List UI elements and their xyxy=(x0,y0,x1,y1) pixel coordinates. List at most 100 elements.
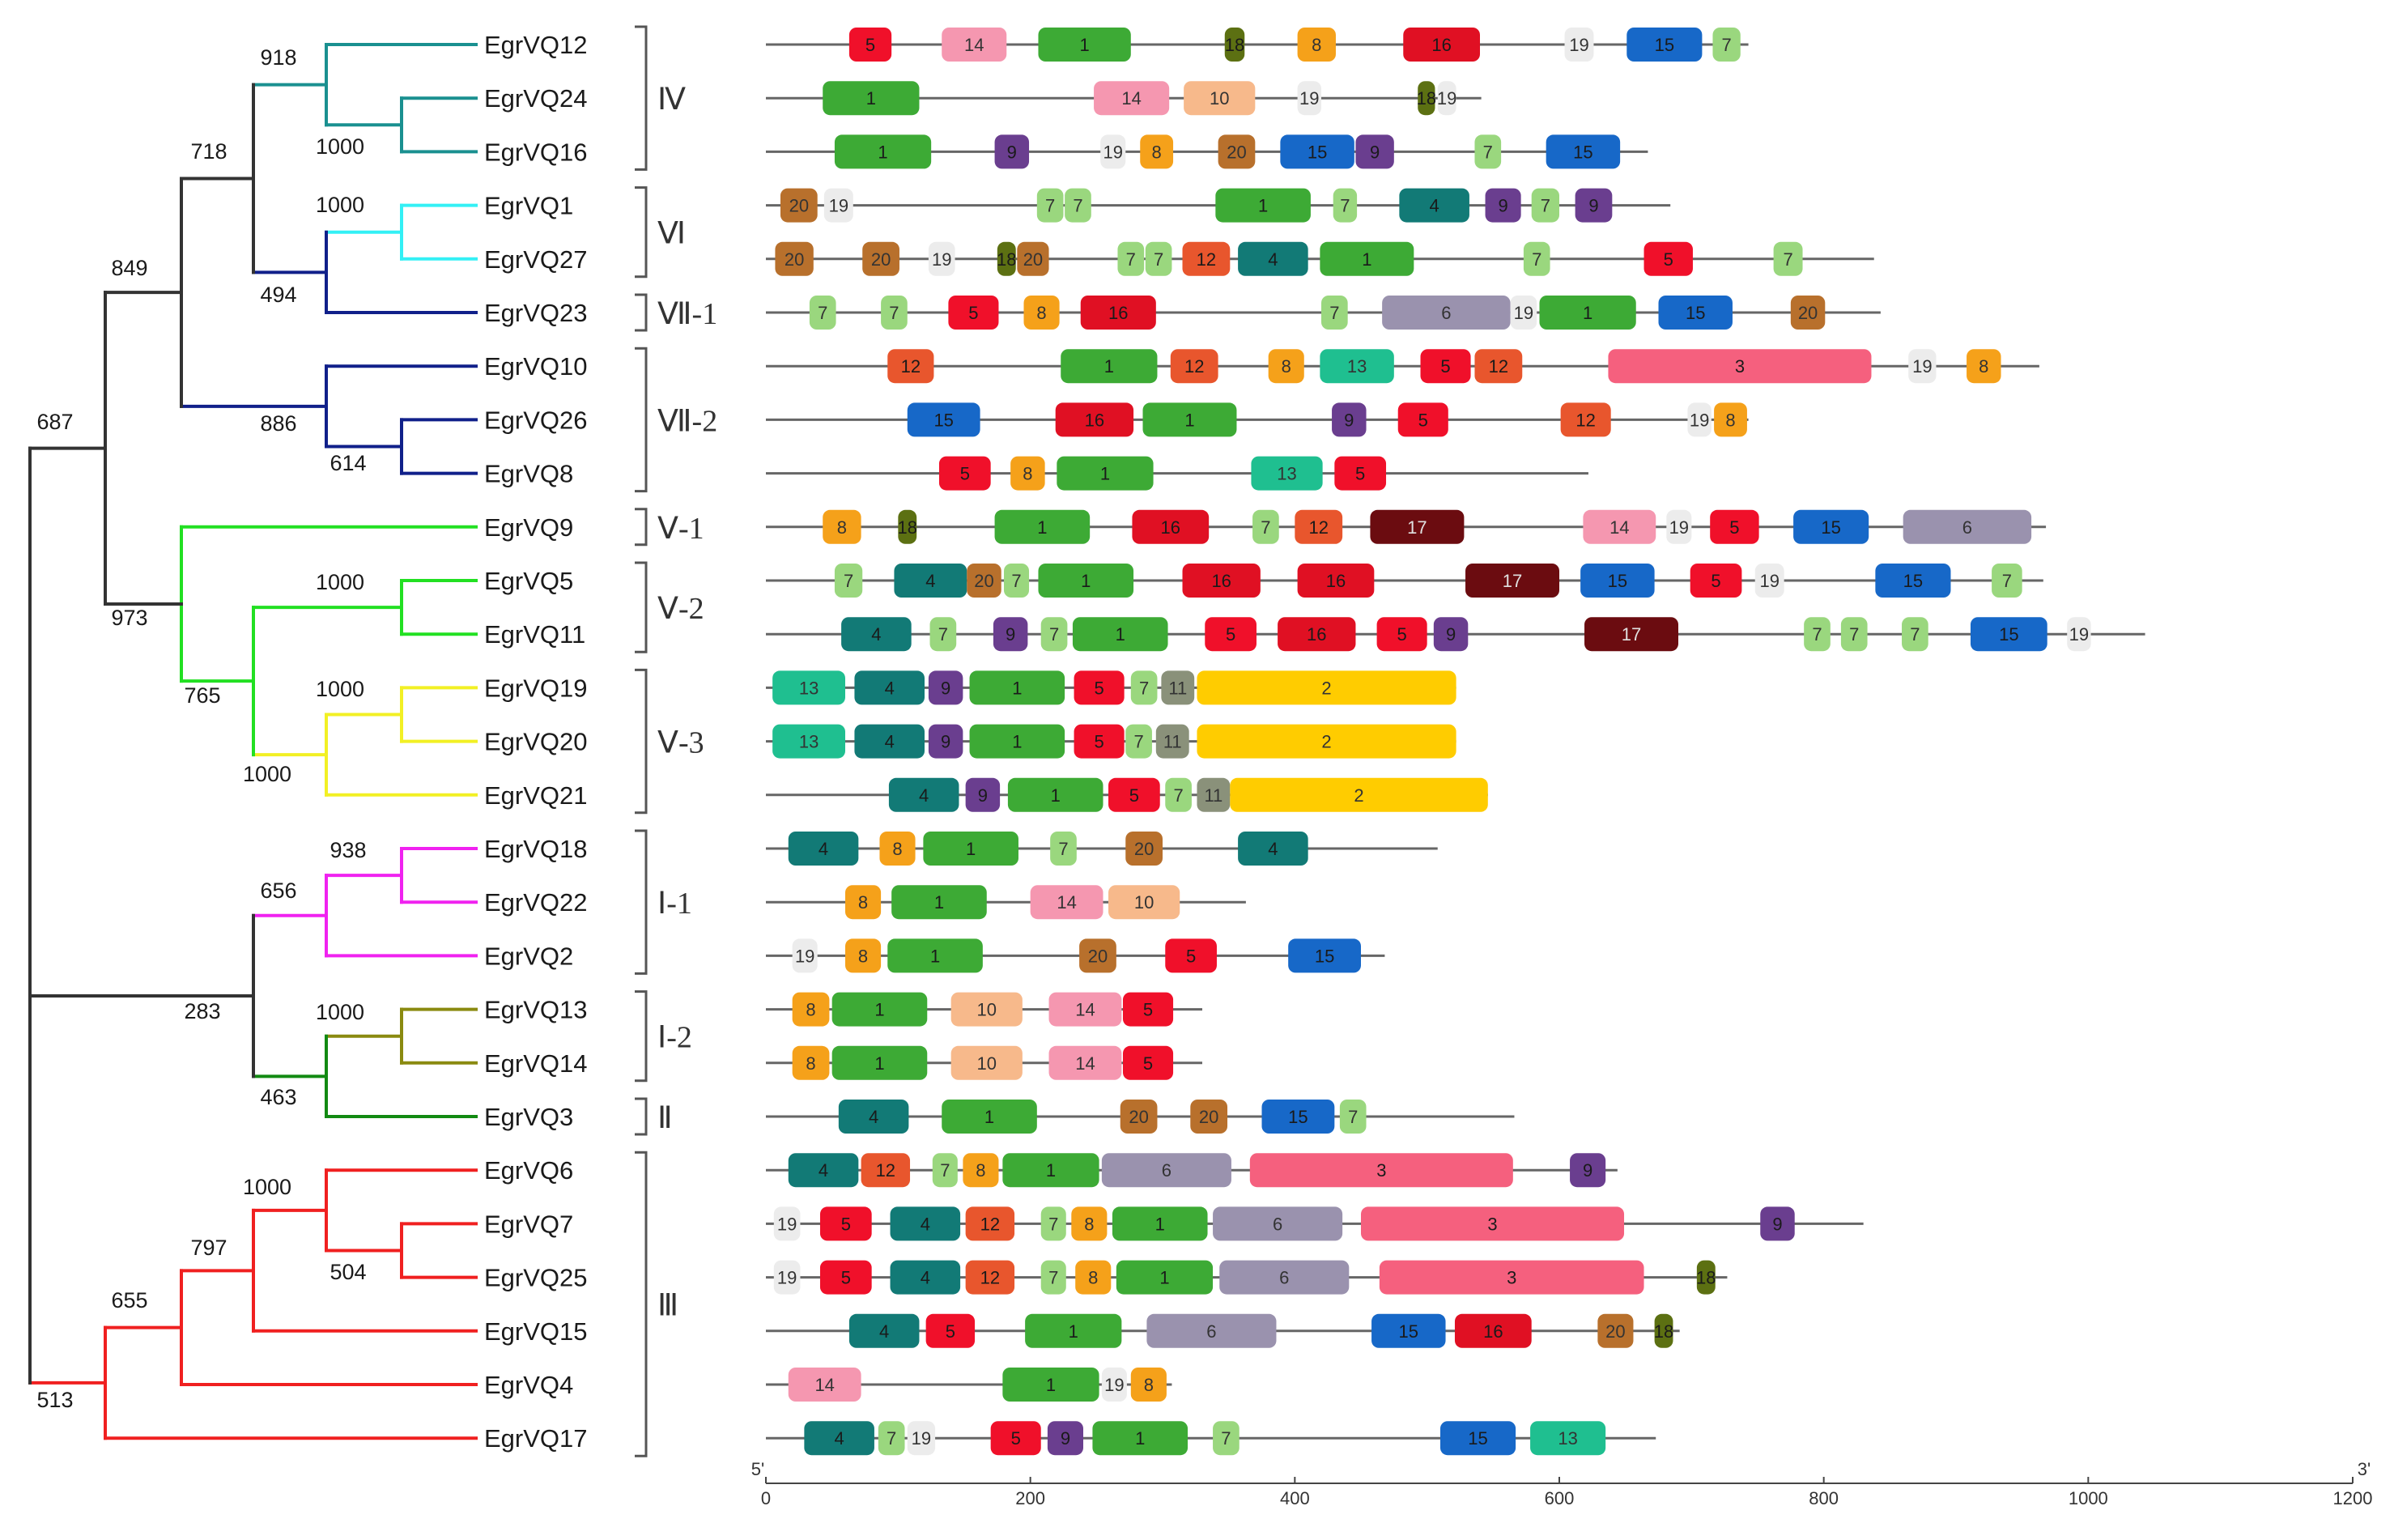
motif-label: 12 xyxy=(1184,356,1204,376)
gene-label: EgrVQ26 xyxy=(484,406,588,434)
motif-7-box xyxy=(932,1153,958,1188)
motif-16-box xyxy=(1278,617,1356,652)
motif-label: 8 xyxy=(1144,1375,1154,1395)
motif-14-box xyxy=(1048,992,1122,1027)
motif-8-box xyxy=(963,1153,999,1188)
motif-4-box xyxy=(804,1421,874,1456)
motif-9-box xyxy=(1485,188,1521,223)
motif-1-box xyxy=(831,992,928,1027)
motif-label: 16 xyxy=(1326,571,1346,591)
gene-label: EgrVQ21 xyxy=(484,781,588,810)
motif-7-box xyxy=(1036,188,1064,223)
motif-label: 7 xyxy=(1849,624,1859,645)
axis-tick-label: 800 xyxy=(1809,1488,1839,1508)
group-label: Ⅴ-1 xyxy=(657,512,704,546)
bootstrap-value: 1000 xyxy=(243,1175,291,1199)
motif-20-box xyxy=(1079,938,1116,973)
motif-label: 15 xyxy=(1468,1428,1487,1449)
motif-9-box xyxy=(1570,1153,1606,1188)
motif-1-box xyxy=(994,509,1091,544)
motif-15-box xyxy=(1280,134,1354,169)
motif-label: 4 xyxy=(925,571,935,591)
gene-label: EgrVQ17 xyxy=(484,1424,588,1453)
motif-8-box xyxy=(1297,28,1336,62)
motif-label: 7 xyxy=(1483,142,1493,162)
bootstrap-value: 718 xyxy=(190,139,227,164)
motif-13-box xyxy=(1530,1421,1606,1456)
motif-label: 1 xyxy=(1069,1321,1078,1342)
motif-20-box xyxy=(1190,1100,1228,1134)
motif-label: 20 xyxy=(1227,142,1246,162)
motif-label: 19 xyxy=(2069,624,2089,645)
motif-15-box xyxy=(1875,564,1951,598)
motif-15-box xyxy=(1440,1421,1516,1456)
motif-1-box xyxy=(1057,456,1154,491)
motif-7-box xyxy=(1125,724,1152,759)
motif-label: 19 xyxy=(829,196,848,216)
motif-6-box xyxy=(1146,1313,1277,1348)
motif-8-box xyxy=(1140,134,1174,169)
motif-15-box xyxy=(1793,509,1869,544)
motif-label: 4 xyxy=(885,678,895,698)
motif-6-box xyxy=(1219,1260,1350,1295)
motif-13-box xyxy=(772,670,845,705)
bootstrap-value: 1000 xyxy=(316,1000,364,1024)
motif-label: 1 xyxy=(1155,1214,1165,1234)
gene-name-labels: EgrVQ12 EgrVQ24 EgrVQ16 EgrVQ1 EgrVQ27 EgrVQ2… xyxy=(484,31,588,1453)
motif-12-box xyxy=(1560,402,1611,437)
motif-7-box xyxy=(878,1421,905,1456)
motif-7-box xyxy=(834,564,863,598)
bootstrap-value: 283 xyxy=(184,999,220,1023)
motif-15-box xyxy=(1626,28,1703,62)
motif-1-box xyxy=(1072,617,1168,652)
bootstrap-value: 494 xyxy=(260,283,296,307)
motif-label: 20 xyxy=(974,571,993,591)
motif-label: 20 xyxy=(1129,1107,1148,1127)
gene-label: EgrVQ11 xyxy=(484,620,585,649)
motif-1-box xyxy=(1539,296,1636,330)
bootstrap-value: 797 xyxy=(190,1236,227,1260)
motif-label: 6 xyxy=(1162,1160,1171,1181)
bootstrap-value: 614 xyxy=(330,451,366,475)
motif-label: 5 xyxy=(1094,732,1103,752)
motif-7-box xyxy=(929,617,957,652)
motif-label: 4 xyxy=(819,1160,828,1181)
motif-label: 1 xyxy=(934,892,944,913)
motif-label: 20 xyxy=(1798,303,1818,323)
motif-label: 10 xyxy=(1210,88,1229,108)
motif-label: 1 xyxy=(874,1000,884,1020)
motif-16-box xyxy=(1080,296,1156,330)
motif-label: 1 xyxy=(1046,1375,1056,1395)
motif-20-box xyxy=(1125,832,1163,866)
motif-label: 4 xyxy=(869,1107,878,1127)
motif-label: 17 xyxy=(1407,517,1427,538)
motif-15-box xyxy=(1288,938,1361,973)
motif-label: 15 xyxy=(1686,303,1705,323)
motif-3-box xyxy=(1249,1153,1513,1188)
motif-5-box xyxy=(1165,938,1217,973)
motif-label: 16 xyxy=(1085,410,1104,430)
motif-label: 19 xyxy=(777,1214,797,1234)
motif-label: 3 xyxy=(1487,1214,1497,1234)
gene-label: EgrVQ19 xyxy=(484,674,588,702)
motif-label: 19 xyxy=(1514,303,1533,323)
motif-15-box xyxy=(1261,1100,1335,1134)
motif-7-box xyxy=(809,296,836,330)
motif-5-box xyxy=(819,1206,872,1241)
group-bracket xyxy=(635,668,648,815)
motif-label: 7 xyxy=(1812,624,1822,645)
motif-7-box xyxy=(1252,509,1279,544)
motif-label: 6 xyxy=(1273,1214,1282,1234)
gene-label: EgrVQ27 xyxy=(484,245,588,274)
motif-label: 5 xyxy=(1094,678,1103,698)
motif-9-box xyxy=(1760,1206,1795,1241)
motif-label: 1 xyxy=(966,839,976,859)
motif-5-box xyxy=(1123,992,1174,1027)
motif-label: 19 xyxy=(1437,88,1456,108)
gene-label: EgrVQ5 xyxy=(484,567,573,595)
motif-label: 15 xyxy=(1288,1107,1308,1127)
motif-5-box xyxy=(1643,241,1693,276)
motif-15-box xyxy=(1658,296,1733,330)
motif-label: 5 xyxy=(841,1214,851,1234)
motif-label: 7 xyxy=(1073,196,1082,216)
